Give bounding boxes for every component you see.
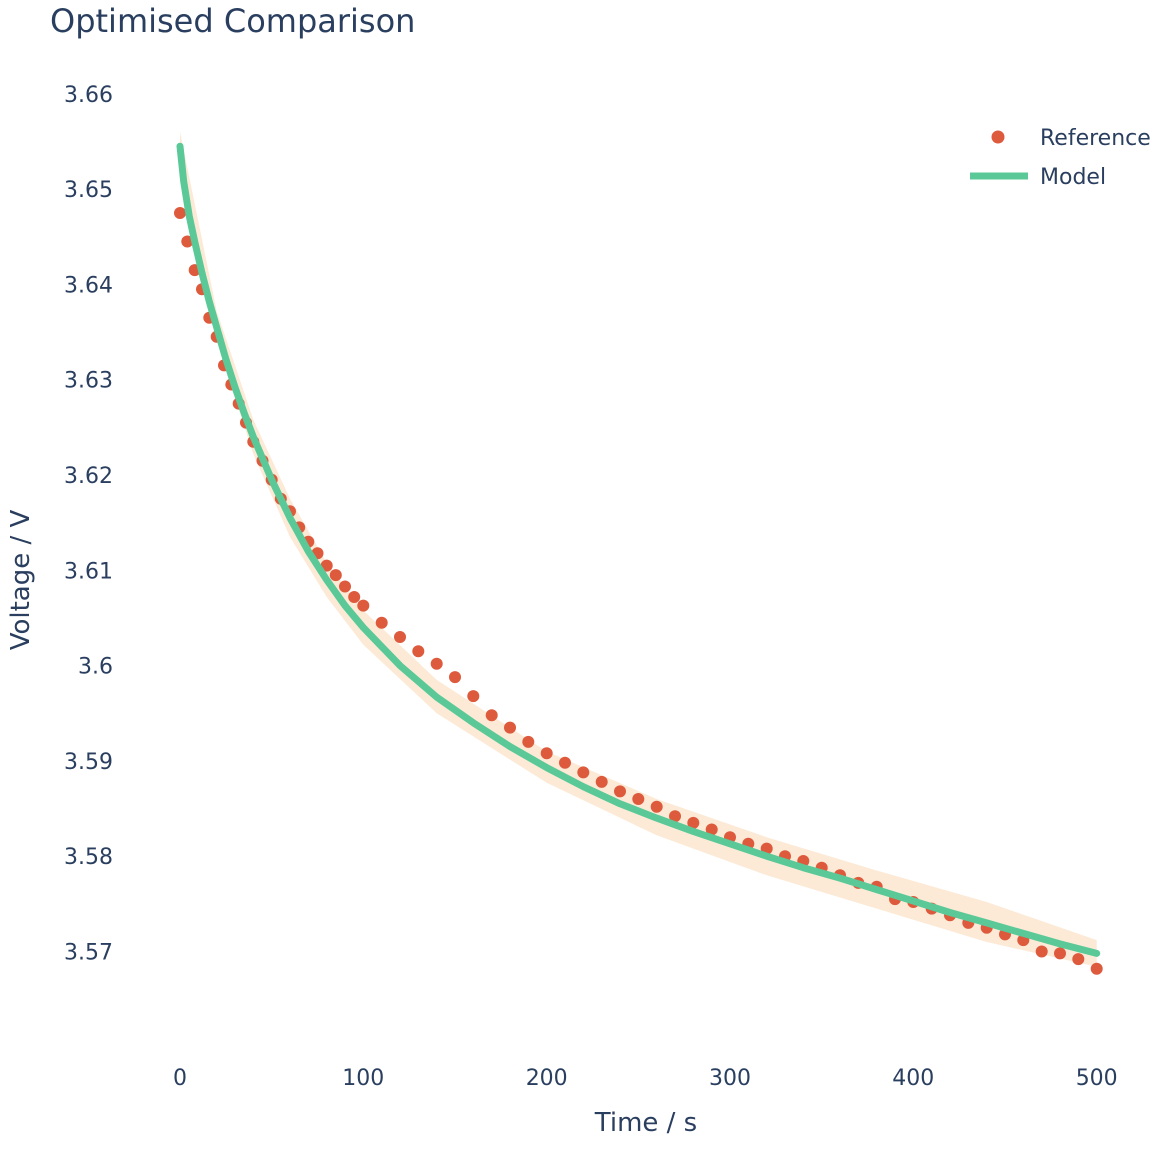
y-tick-label: 3.63 [64,369,113,394]
reference-point [522,735,535,748]
reference-point [320,559,333,572]
reference-point [669,810,681,823]
y-tick-label: 3.6 [78,655,113,680]
reference-point [394,631,406,643]
reference-point [1072,953,1085,966]
y-tick-label: 3.62 [64,464,113,489]
x-axis-ticks: 0 100 200 300 400 500 [173,1066,1118,1091]
reference-point [559,756,571,769]
model-line-layer [176,142,1101,957]
reference-point [1035,945,1048,958]
reference-point [595,775,608,788]
reference-point [348,591,361,603]
y-tick-label: 3.61 [64,559,113,584]
x-tick-label: 0 [173,1066,187,1091]
x-tick-label: 300 [709,1066,751,1091]
reference-point [174,207,186,219]
model-line [176,142,1101,957]
reference-point [412,645,425,658]
y-axis-title: Voltage / V [6,509,36,650]
y-tick-label: 3.65 [64,178,113,203]
reference-point [577,766,590,779]
x-tick-label: 500 [1076,1066,1118,1091]
reference-point [329,569,342,582]
reference-point [1054,947,1066,960]
reference-point [504,721,516,734]
x-axis-title: Time / s [594,1108,697,1138]
x-tick-label: 200 [526,1066,568,1091]
legend-reference-label[interactable]: Reference [1040,126,1151,151]
x-tick-label: 100 [342,1066,384,1091]
chart-title: Optimised Comparison [50,2,415,40]
reference-point [467,690,480,703]
y-tick-label: 3.58 [64,845,113,870]
reference-point [375,616,388,629]
legend-model-label[interactable]: Model [1040,165,1106,190]
reference-point [540,747,553,760]
x-tick-label: 400 [892,1066,934,1091]
reference-point [430,657,443,670]
y-tick-label: 3.66 [64,83,113,108]
reference-point [485,709,498,722]
reference-point [181,235,194,248]
reference-point [687,816,700,829]
reference-point [650,800,663,813]
reference-point [705,823,718,836]
reference-point [614,785,626,798]
legend-reference-marker [991,130,1005,144]
y-tick-label: 3.57 [64,941,113,966]
reference-point [357,599,370,612]
legend[interactable]: Reference Model [970,126,1151,190]
y-tick-label: 3.59 [64,750,113,775]
reference-point [449,671,461,684]
reference-point [1090,962,1103,975]
y-axis-ticks: 3.57 3.58 3.59 3.6 3.61 3.62 3.63 3.64 3.65 3.66 [64,83,113,966]
y-tick-label: 3.64 [64,273,113,298]
reference-point [339,580,351,593]
reference-point [632,793,645,805]
